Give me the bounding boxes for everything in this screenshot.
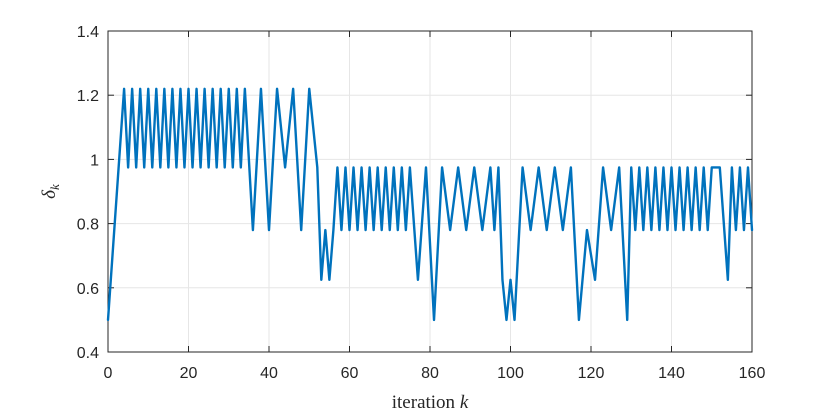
y-tick-label: 1.2 — [77, 88, 99, 105]
x-tick-label: 120 — [578, 365, 605, 382]
y-axis-label-symbol: δ — [39, 189, 60, 199]
x-tick-label: 20 — [180, 365, 198, 382]
grid-lines — [107, 30, 753, 353]
tick-marks — [107, 30, 753, 353]
series-group — [106, 87, 754, 322]
x-tick-label: 80 — [421, 365, 439, 382]
series-line-1 — [106, 87, 754, 322]
y-axis-tick-labels: 0.4 0.6 0.8 1 1.2 1.4 — [77, 24, 99, 362]
y-axis-label-subscript: k — [47, 184, 62, 190]
x-tick-label: 0 — [104, 365, 113, 382]
y-tick-label: 0.4 — [77, 345, 99, 362]
x-tick-label: 140 — [658, 365, 685, 382]
x-tick-label: 160 — [739, 365, 766, 382]
x-axis-tick-labels: 0 20 40 60 80 100 120 140 160 — [104, 365, 766, 382]
y-tick-label: 0.8 — [77, 217, 99, 234]
x-tick-label: 100 — [497, 365, 524, 382]
x-tick-label: 40 — [260, 365, 278, 382]
y-axis-label: δk — [39, 184, 62, 199]
y-tick-label: 0.6 — [77, 281, 99, 298]
x-axis-label-text: iteration — [392, 392, 460, 413]
x-axis-label-variable: k — [460, 392, 469, 413]
y-tick-label: 1.4 — [77, 24, 99, 41]
x-tick-label: 60 — [341, 365, 359, 382]
y-tick-label: 1 — [90, 152, 99, 169]
x-axis-label: iteration k — [392, 392, 469, 413]
